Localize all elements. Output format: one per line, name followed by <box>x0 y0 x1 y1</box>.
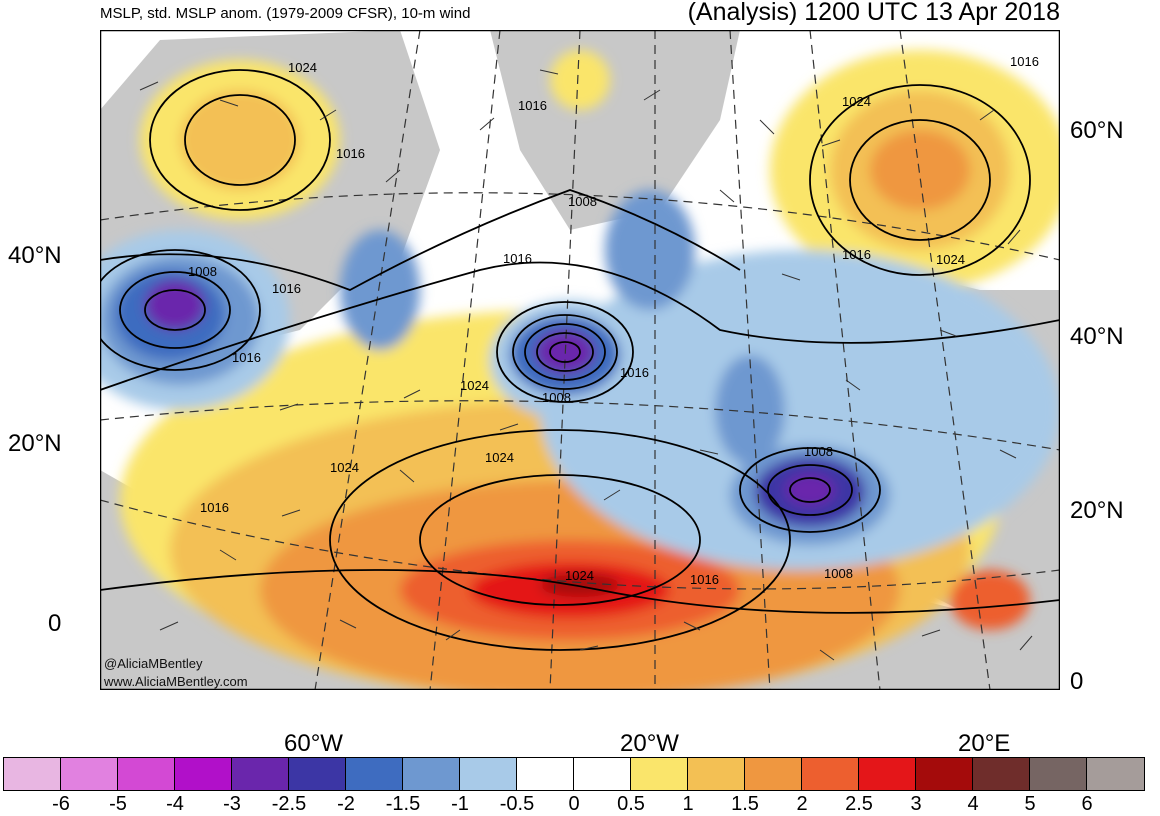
colorbar-label: 1 <box>682 793 694 815</box>
colorbar-label: -2.5 <box>271 793 307 815</box>
colorbar-segment <box>175 758 232 790</box>
contour-label: 1016 <box>232 350 261 365</box>
colorbar-segment <box>802 758 859 790</box>
colorbar-segment <box>403 758 460 790</box>
graticule <box>100 30 1060 690</box>
contour-label: 1008 <box>542 390 571 405</box>
colorbar-label: -5 <box>109 793 127 815</box>
colorbar-segment <box>859 758 916 790</box>
contour-label: 1016 <box>272 281 301 296</box>
isobars <box>100 69 1060 651</box>
contour-label: 1008 <box>824 566 853 581</box>
colorbar-segment <box>289 758 346 790</box>
contour-label: 1016 <box>336 146 365 161</box>
wind-barbs <box>139 69 1033 661</box>
contour-label: 1024 <box>565 568 594 583</box>
contour-label: 1024 <box>330 460 359 475</box>
contour-label: 1008 <box>188 264 217 279</box>
colorbar-label: 2.5 <box>845 793 873 815</box>
contour-label: 1024 <box>460 378 489 393</box>
colorbar-label: 4 <box>967 793 979 815</box>
lon-label: 20°E <box>958 730 1011 757</box>
contour-label: 1008 <box>804 444 833 459</box>
map-title: MSLP, std. MSLP anom. (1979-2009 CFSR), … <box>100 5 471 22</box>
lon-label: 60°W <box>284 730 343 757</box>
colorbar-label: -3 <box>223 793 241 815</box>
colorbar-segment <box>745 758 802 790</box>
colorbar-segment <box>61 758 118 790</box>
colorbar-label: 1.5 <box>731 793 759 815</box>
contour-labels: 1024 1016 1016 1008 1016 1008 1016 1016 … <box>188 54 1039 587</box>
colorbar-label: -2 <box>337 793 355 815</box>
colorbar-segment <box>973 758 1030 790</box>
colorbar-label: 0 <box>568 793 580 815</box>
colorbar-segment <box>688 758 745 790</box>
contour-label: 1024 <box>288 60 317 75</box>
colorbar-segment <box>118 758 175 790</box>
colorbar-label: -1.5 <box>385 793 421 815</box>
contour-label: 1024 <box>485 450 514 465</box>
anomaly-shading <box>100 50 1060 690</box>
anomaly-map: 1024 1016 1016 1008 1016 1008 1016 1016 … <box>100 30 1060 690</box>
lat-label-left: 0 <box>48 610 62 637</box>
colorbar-label: -1 <box>451 793 469 815</box>
contour-label: 1016 <box>518 98 547 113</box>
lat-label-left: 40°N <box>8 242 62 269</box>
colorbar-label: -6 <box>52 793 70 815</box>
contour-label: 1016 <box>503 251 532 266</box>
colorbar-label: 5 <box>1024 793 1036 815</box>
contour-label: 1008 <box>568 194 597 209</box>
contour-label: 1016 <box>200 500 229 515</box>
colorbar-segment <box>4 758 61 790</box>
contour-label: 1016 <box>690 572 719 587</box>
lon-label: 20°W <box>620 730 679 757</box>
colorbar-label: -4 <box>166 793 184 815</box>
colorbar-segment <box>1030 758 1087 790</box>
lat-label-right: 0 <box>1070 668 1084 695</box>
colorbar-segment <box>1087 758 1144 790</box>
colorbar-segment <box>346 758 403 790</box>
lat-label-right: 20°N <box>1070 497 1124 524</box>
colorbar-segment <box>574 758 631 790</box>
map-border <box>100 30 1060 690</box>
anomaly-colorbar <box>3 757 1145 791</box>
contour-label: 1024 <box>842 94 871 109</box>
colorbar-label: 2 <box>796 793 808 815</box>
credit-handle: @AliciaMBentley <box>104 656 203 671</box>
lat-label-left: 20°N <box>8 430 62 457</box>
colorbar-segment <box>517 758 574 790</box>
colorbar-label: 3 <box>910 793 922 815</box>
contour-label: 1016 <box>1010 54 1039 69</box>
lat-label-right: 40°N <box>1070 323 1124 350</box>
colorbar-segment <box>916 758 973 790</box>
contour-label: 1016 <box>620 365 649 380</box>
colorbar-segment <box>631 758 688 790</box>
contour-label: 1016 <box>842 247 871 262</box>
contour-label: 1024 <box>936 252 965 267</box>
colorbar-segment <box>460 758 517 790</box>
credit-site: www.AliciaMBentley.com <box>104 674 248 689</box>
lat-label-right: 60°N <box>1070 117 1124 144</box>
analysis-time: (Analysis) 1200 UTC 13 Apr 2018 <box>687 0 1060 26</box>
colorbar-label: -0.5 <box>499 793 535 815</box>
colorbar-segment <box>232 758 289 790</box>
colorbar-label: 0.5 <box>617 793 645 815</box>
colorbar-label: 6 <box>1081 793 1093 815</box>
